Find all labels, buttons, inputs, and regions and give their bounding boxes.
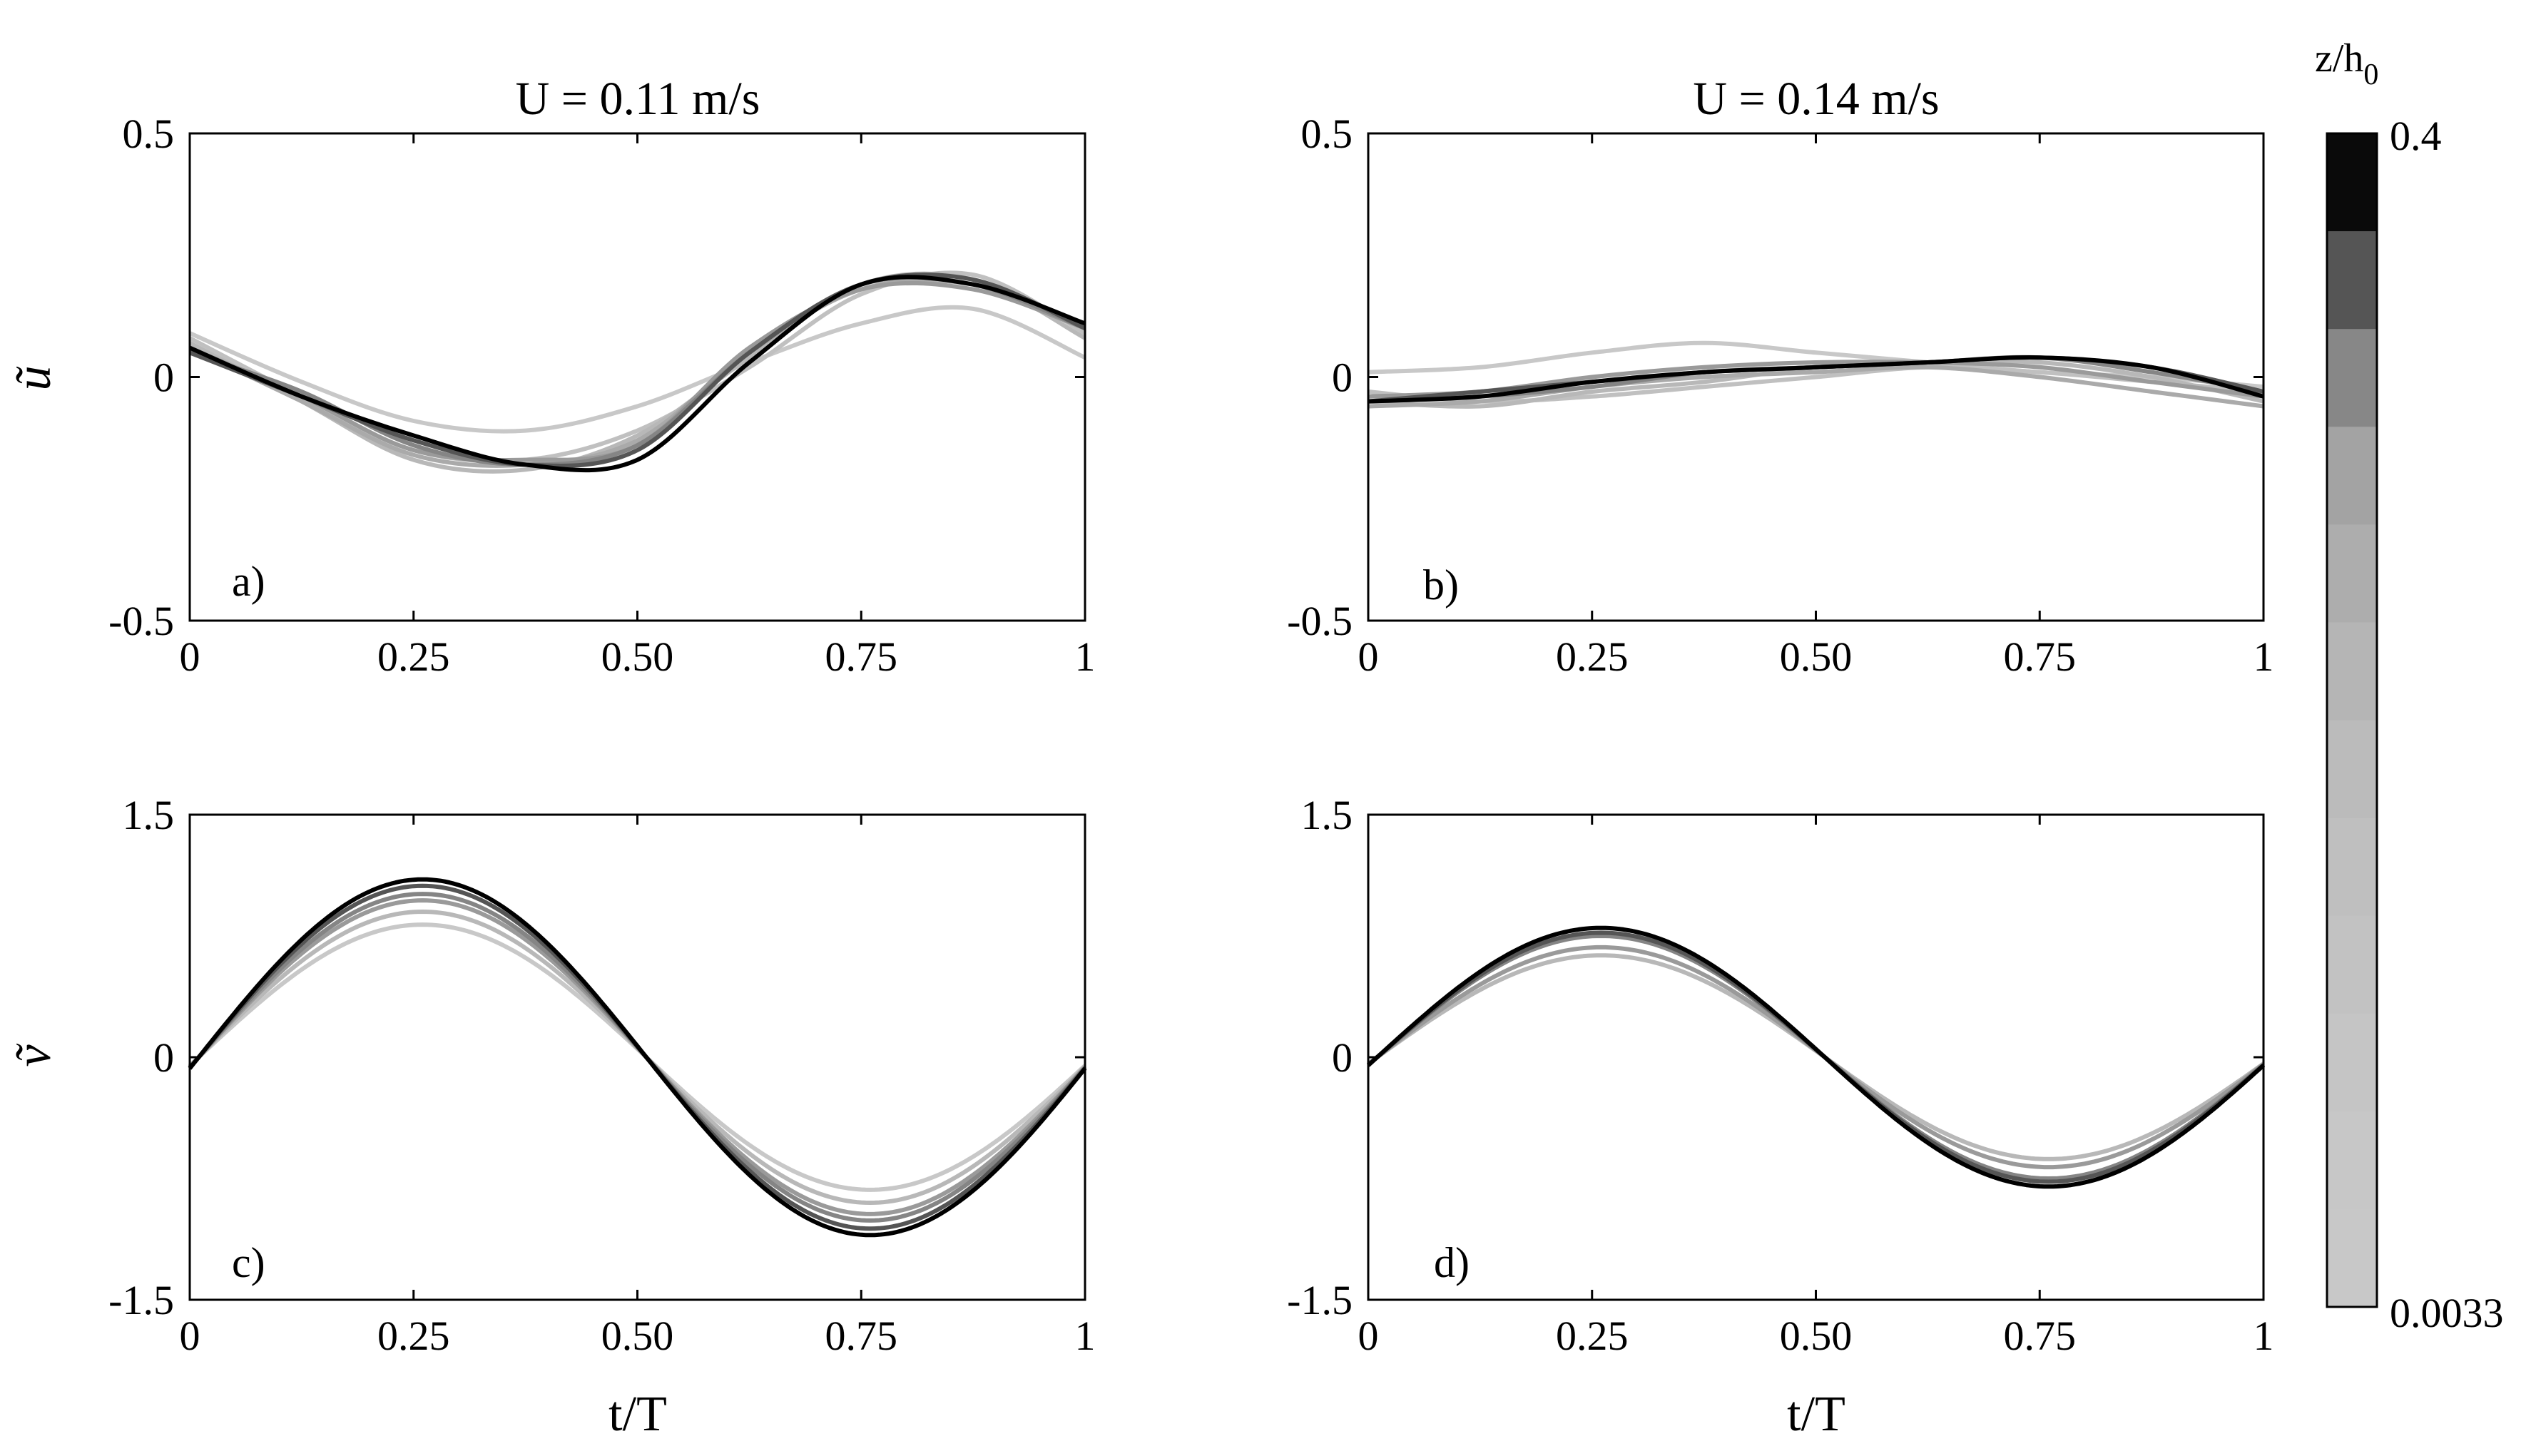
colorbar-frame xyxy=(2326,132,2378,1308)
panel-c-xtick-label: 0.50 xyxy=(601,1313,674,1359)
panel-d-series-1 xyxy=(1367,953,2265,1161)
panel-d-ytick-label: 1.5 xyxy=(1301,792,1353,838)
panel-c-series-5 xyxy=(188,877,1087,1238)
panel-b-xtick-label: 0.75 xyxy=(2004,633,2077,680)
colorbar-segment xyxy=(2327,915,2377,1014)
panel-a-ytick-label: 0 xyxy=(153,355,174,401)
colorbar-segment xyxy=(2327,133,2377,232)
panel-b-series-3 xyxy=(1368,365,2264,409)
colorbar-title-subscript: 0 xyxy=(2363,58,2378,91)
colorbar-segment xyxy=(2327,1111,2377,1210)
panel-c-xtick-label: 0.75 xyxy=(825,1313,898,1359)
panel-a-xtick-label: 0.50 xyxy=(601,633,674,680)
panel-a-ytick-label: 0.5 xyxy=(123,111,175,157)
panel-c-ytick-label: 0 xyxy=(153,1034,174,1081)
panel-a-ytick-label: -0.5 xyxy=(108,598,174,644)
colorbar-max-label: 0.4 xyxy=(2390,113,2442,159)
colorbar-segment xyxy=(2327,524,2377,623)
colorbar-segment xyxy=(2327,818,2377,917)
panel-a-ylabel: ũ xyxy=(6,366,61,391)
panel-c-ytick-label: 1.5 xyxy=(123,792,175,838)
panel-a: U = 0.11 m/s ũ a) 0 0.25 0.50 0.75 1-0.500.5 xyxy=(6,73,1096,680)
panel-d-xtick-label: 0 xyxy=(1358,1313,1379,1359)
panel-a-series-7 xyxy=(188,275,1086,473)
panel-c-series-0 xyxy=(188,922,1087,1192)
panel-a-xtick-label: 0.75 xyxy=(825,633,898,680)
panel-b-label: b) xyxy=(1423,561,1459,609)
panel-c-xtick-label: 1 xyxy=(1075,1313,1096,1359)
panel-d-xtick-label: 0.75 xyxy=(2004,1313,2077,1359)
panel-c-axes-box xyxy=(188,813,1086,1301)
panel-a-xtick-label: 1 xyxy=(1075,633,1096,680)
panel-d-series-5 xyxy=(1366,925,2266,1189)
colorbar: z/h0 0.4 0.0033 xyxy=(2315,36,2504,1336)
panel-d-ytick-label: 0 xyxy=(1332,1034,1353,1081)
panel-c-label: c) xyxy=(232,1239,265,1286)
panel-c-xtick-label: 0.25 xyxy=(377,1313,450,1359)
panel-b-title: U = 0.14 m/s xyxy=(1693,73,1939,125)
panel-c-ytick-label: -1.5 xyxy=(108,1277,174,1323)
colorbar-segment xyxy=(2327,622,2377,721)
colorbar-segment xyxy=(2327,231,2377,330)
panel-d-axes-box xyxy=(1367,813,2265,1301)
panel-d-xtick-label: 0.50 xyxy=(1780,1313,1853,1359)
panel-a-label: a) xyxy=(232,558,265,605)
panel-a-axes-box xyxy=(188,132,1086,622)
colorbar-segment xyxy=(2327,427,2377,525)
panel-c: ṽ t/T c) 0 0.25 0.50 0.75 1-1.501.5 xyxy=(6,792,1096,1442)
panel-b-ytick-label: 0.5 xyxy=(1301,111,1353,157)
panel-d-xlabel: t/T xyxy=(1787,1387,1845,1442)
colorbar-segment xyxy=(2327,329,2377,427)
colorbar-segment xyxy=(2327,1208,2377,1308)
colorbar-segment xyxy=(2327,720,2377,819)
panel-c-xtick-label: 0 xyxy=(180,1313,200,1359)
panel-c-ylabel: ṽ xyxy=(6,1044,61,1067)
panel-d-ytick-label: -1.5 xyxy=(1287,1277,1353,1323)
panel-b-xtick-label: 0.25 xyxy=(1556,633,1629,680)
colorbar-title: z/h0 xyxy=(2315,36,2378,91)
panel-a-series-0 xyxy=(188,305,1086,434)
panel-b-ytick-label: -0.5 xyxy=(1287,598,1353,644)
colorbar-min-label: 0.0033 xyxy=(2390,1290,2504,1336)
panel-d-xtick-label: 1 xyxy=(2254,1313,2274,1359)
panel-b-xtick-label: 0 xyxy=(1358,633,1379,680)
panel-d-xtick-label: 0.25 xyxy=(1556,1313,1629,1359)
colorbar-title-main: z/h xyxy=(2315,36,2363,81)
panel-b-xtick-label: 0.50 xyxy=(1780,633,1853,680)
panel-c-xlabel: t/T xyxy=(608,1387,667,1442)
panel-a-xtick-label: 0 xyxy=(180,633,200,680)
panel-a-series-1 xyxy=(188,270,1086,464)
panel-d: t/T d) 0 0.25 0.50 0.75 1-1.501.5 xyxy=(1287,792,2273,1442)
panel-b: U = 0.14 m/s b) 0 0.25 0.50 0.75 1-0.500.5 xyxy=(1287,73,2273,680)
panel-b-series-7 xyxy=(1368,355,2264,404)
panel-a-title: U = 0.11 m/s xyxy=(516,73,760,125)
panel-b-ytick-label: 0 xyxy=(1332,355,1353,401)
panel-d-label: d) xyxy=(1434,1239,1470,1286)
colorbar-segment xyxy=(2327,1013,2377,1112)
panel-a-xtick-label: 0.25 xyxy=(377,633,450,680)
panel-b-xtick-label: 1 xyxy=(2254,633,2274,680)
